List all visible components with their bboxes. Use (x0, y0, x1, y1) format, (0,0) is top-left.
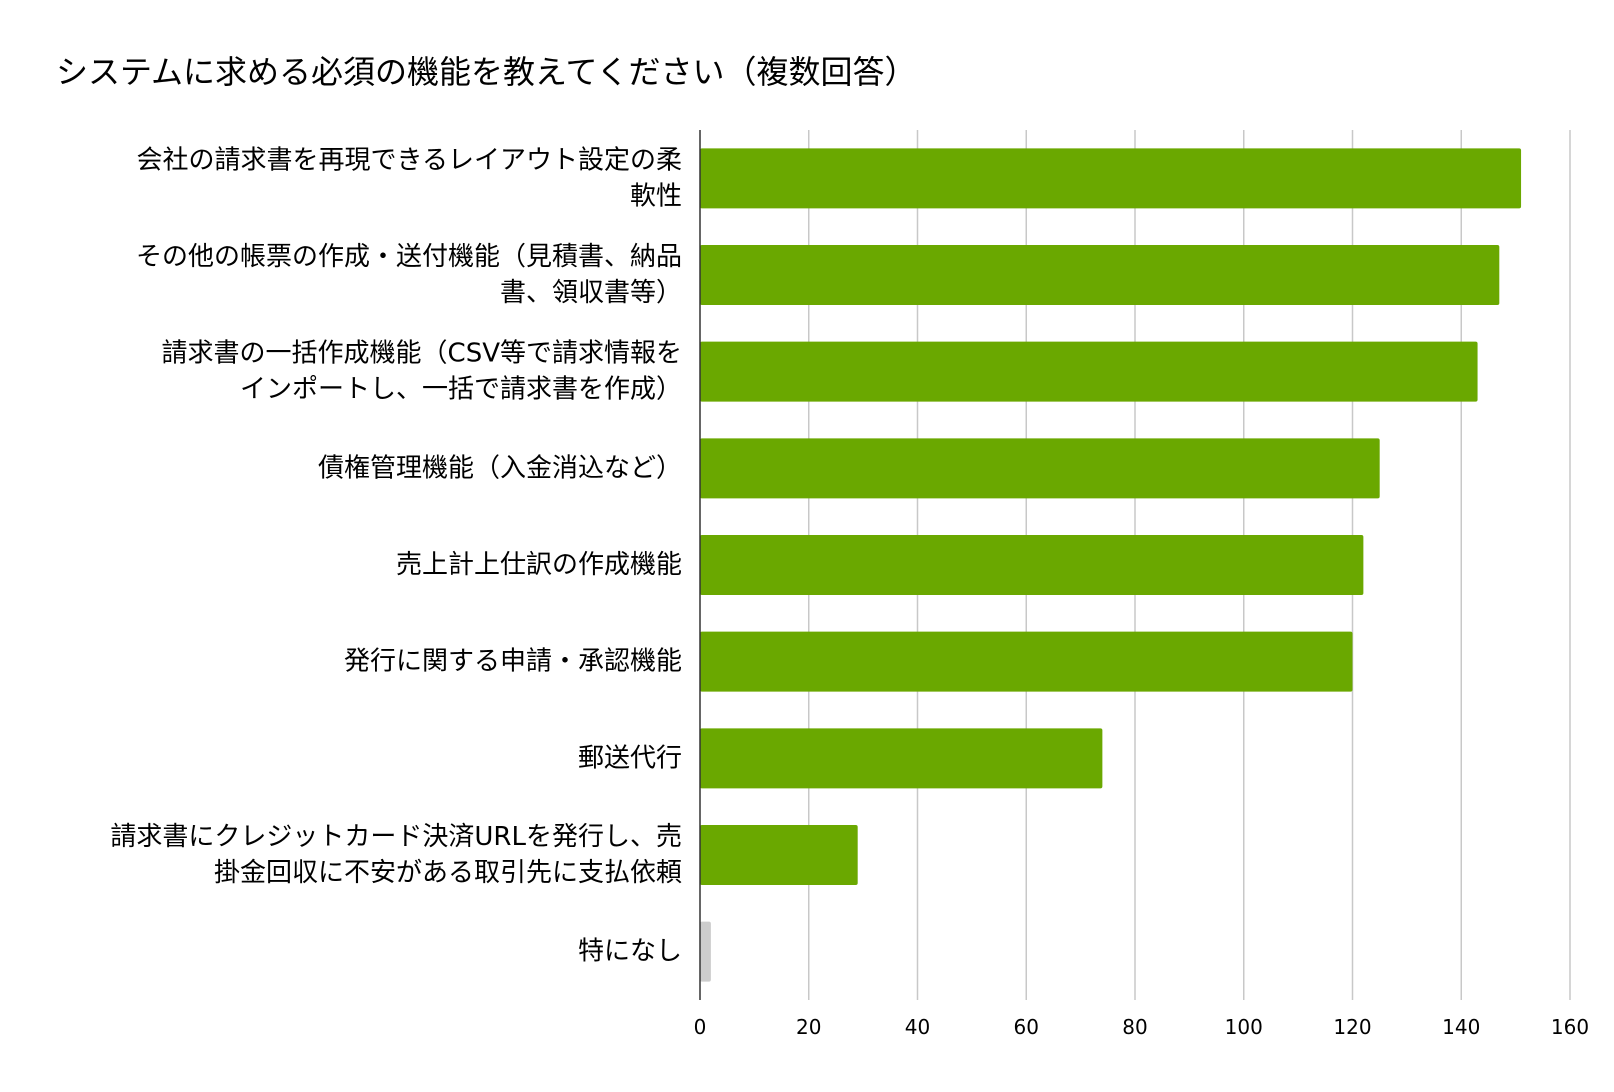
category-label-7-line-1: 掛金回収に不安がある取引先に支払依頼 (214, 858, 682, 888)
category-label-6-line-0: 郵送代行 (578, 743, 682, 773)
category-label-2-line-1: インポートし、一括で請求書を作成） (240, 375, 682, 405)
category-label-1-line-1: 書、領収書等） (500, 278, 682, 308)
bar-2 (700, 341, 1478, 402)
category-label-1-line-0: その他の帳票の作成・送付機能（見積書、納品 (136, 242, 682, 272)
category-label-3-line-0: 債権管理機能（入金消込など） (318, 453, 682, 483)
x-tick-label-140: 140 (1442, 1015, 1480, 1039)
x-tick-label-40: 40 (905, 1015, 930, 1039)
category-label-4-line-0: 売上計上仕訳の作成機能 (396, 550, 682, 580)
bar-1 (700, 245, 1500, 305)
x-tick-label-20: 20 (796, 1015, 821, 1039)
category-label-0-line-0: 会社の請求書を再現できるレイアウト設定の柔 (137, 145, 682, 175)
x-tick-label-100: 100 (1225, 1015, 1263, 1039)
category-label-0-line-1: 軟性 (630, 181, 682, 211)
bar-5 (700, 631, 1353, 692)
x-tick-label-120: 120 (1333, 1015, 1371, 1039)
category-label-8-line-0: 特になし (578, 937, 682, 967)
bar-7 (700, 825, 858, 885)
bar-3 (700, 438, 1380, 499)
x-tick-label-80: 80 (1122, 1015, 1147, 1039)
x-tick-label-160: 160 (1551, 1015, 1589, 1039)
bar-4 (700, 535, 1364, 595)
bar-6 (700, 728, 1103, 789)
bar-8 (700, 921, 711, 982)
x-tick-label-0: 0 (694, 1015, 707, 1039)
category-label-7-line-0: 請求書にクレジットカード決済URLを発行し、売 (110, 822, 682, 852)
bar-0 (700, 148, 1522, 209)
x-tick-label-60: 60 (1014, 1015, 1039, 1039)
category-label-5-line-0: 発行に関する申請・承認機能 (344, 647, 682, 677)
chart-title: システムに求める必須の機能を教えてください（複数回答） (56, 53, 917, 91)
category-label-2-line-0: 請求書の一括作成機能（CSV等で請求情報を (162, 339, 682, 369)
